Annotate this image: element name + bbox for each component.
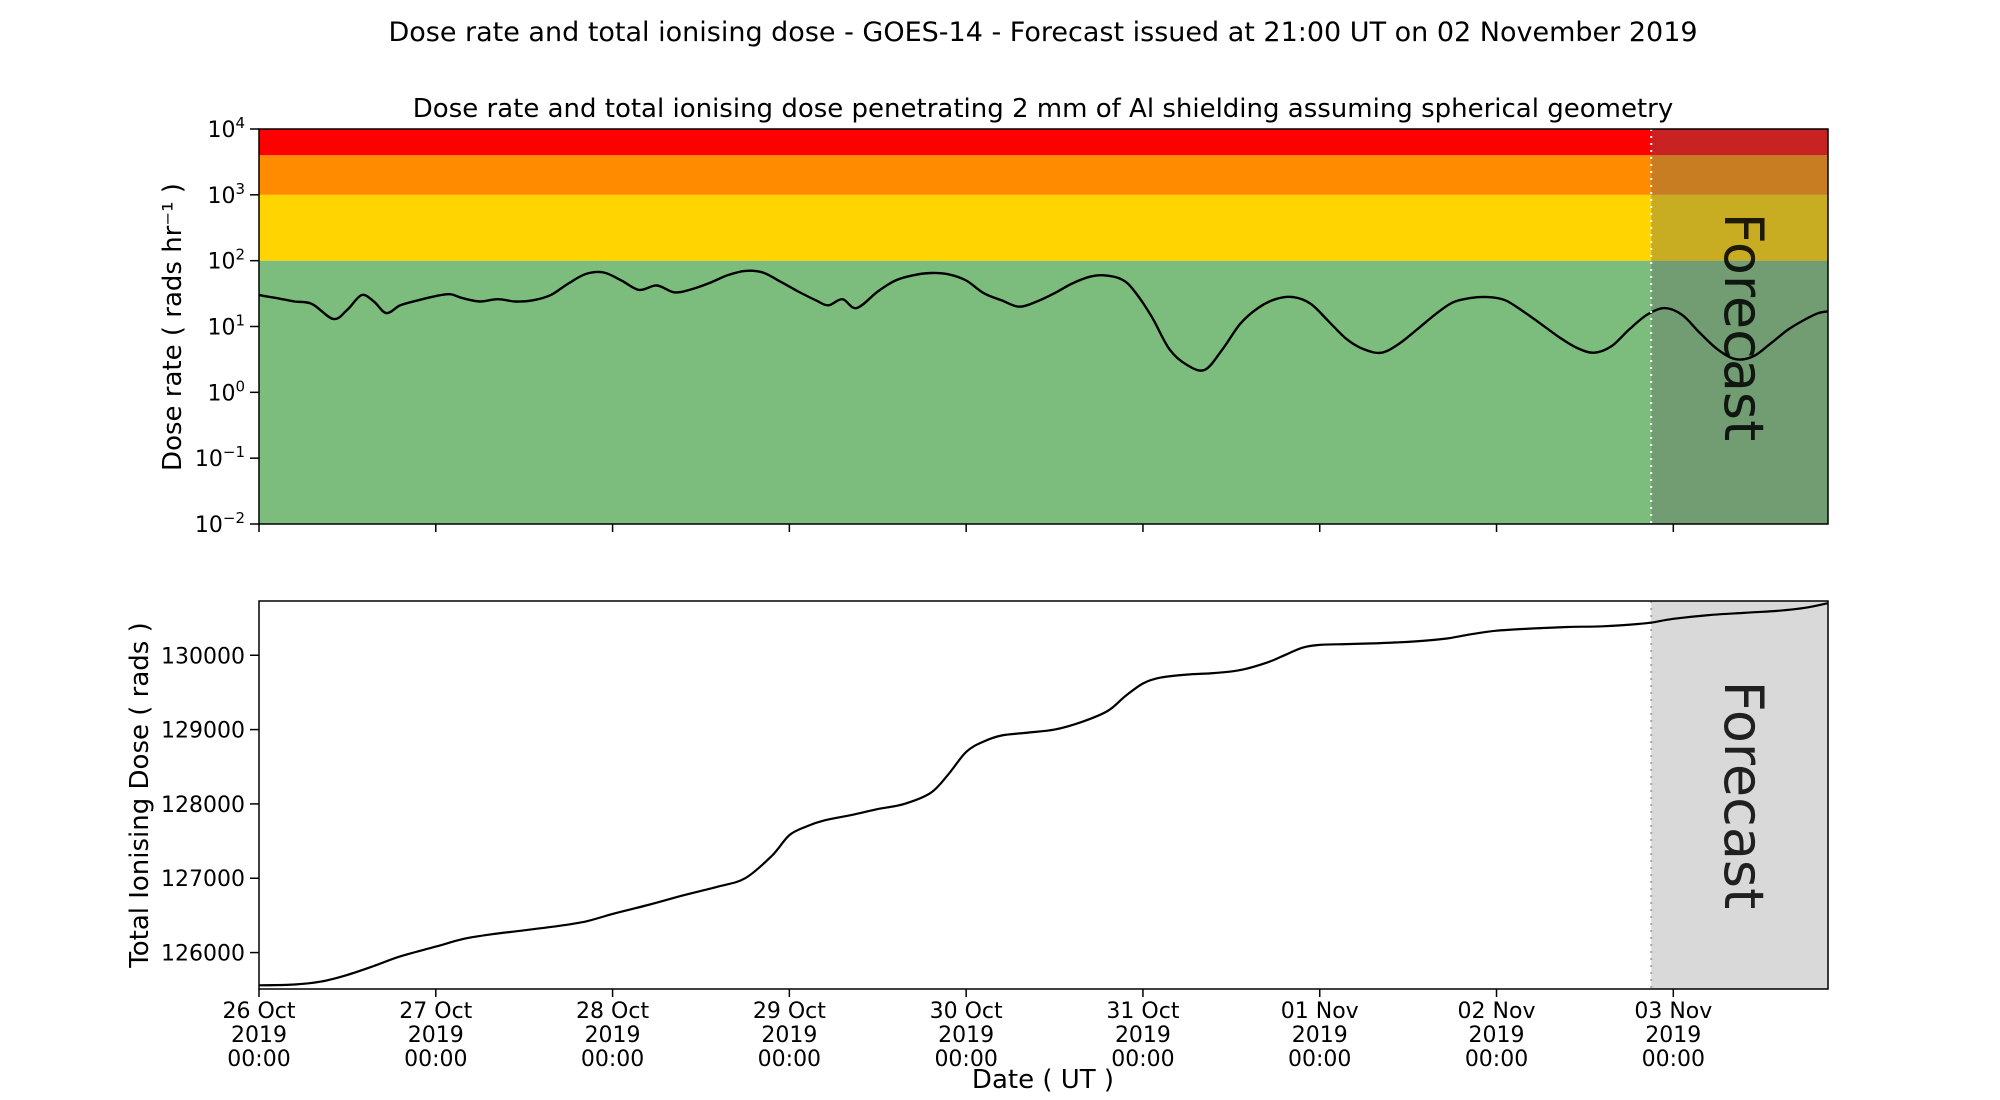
band-red [259,129,1828,156]
x-tick-label: 30 Oct 2019 00:00 [930,999,1003,1072]
bottom-y-tick-label: 130000 [161,644,245,669]
x-tick-label: 31 Oct 2019 00:00 [1106,999,1179,1072]
band-yellow [259,194,1828,261]
bottom-y-tick-label: 126000 [161,942,245,967]
forecast-region-top [1651,129,1828,524]
top-y-tick-label: 102 [207,246,245,275]
plot-layer: Forecast 10−2 10−1 100 101 102 103 104 Forecast 1… [161,114,1829,1072]
top-y-tick-label: 101 [207,312,245,341]
top-y-tick-label: 100 [207,377,245,406]
top-y-tick-label: 10−1 [195,443,245,472]
forecast-watermark-top: Forecast [1712,213,1775,442]
band-green [259,260,1828,524]
band-orange [259,155,1828,195]
x-tick-label: 27 Oct 2019 00:00 [399,999,472,1072]
x-tick-label: 01 Nov 2019 00:00 [1281,999,1359,1072]
bottom-y-tick-label: 128000 [161,793,245,818]
chart-subtitle: Dose rate and total ionising dose penetr… [413,94,1673,124]
x-tick-label: 29 Oct 2019 00:00 [753,999,826,1072]
top-y-tick-label: 103 [207,180,245,209]
top-y-tick-label: 104 [207,114,245,143]
chart-title: Dose rate and total ionising dose - GOES… [388,17,1697,48]
dose-rate-line [258,269,1829,372]
bottom-y-tick-label: 129000 [161,719,245,744]
top-y-axis-label: Dose rate ( rads hr⁻¹ ) [158,183,188,471]
top-y-tick-label: 10−2 [195,509,245,538]
x-tick-label: 28 Oct 2019 00:00 [576,999,649,1072]
x-tick-label: 26 Oct 2019 00:00 [222,999,295,1072]
x-axis-label: Date ( UT ) [972,1065,1114,1095]
bottom-y-axis-label: Total Ionising Dose ( rads ) [125,622,155,969]
bottom-y-tick-label: 127000 [161,867,245,892]
x-tick-label: 03 Nov 2019 00:00 [1634,999,1712,1072]
forecast-watermark-bottom: Forecast [1712,681,1775,910]
forecast-region-bottom [1651,601,1828,989]
x-tick-label: 02 Nov 2019 00:00 [1458,999,1536,1072]
bottom-panel-border [258,600,1829,990]
total-dose-line [258,602,1829,987]
